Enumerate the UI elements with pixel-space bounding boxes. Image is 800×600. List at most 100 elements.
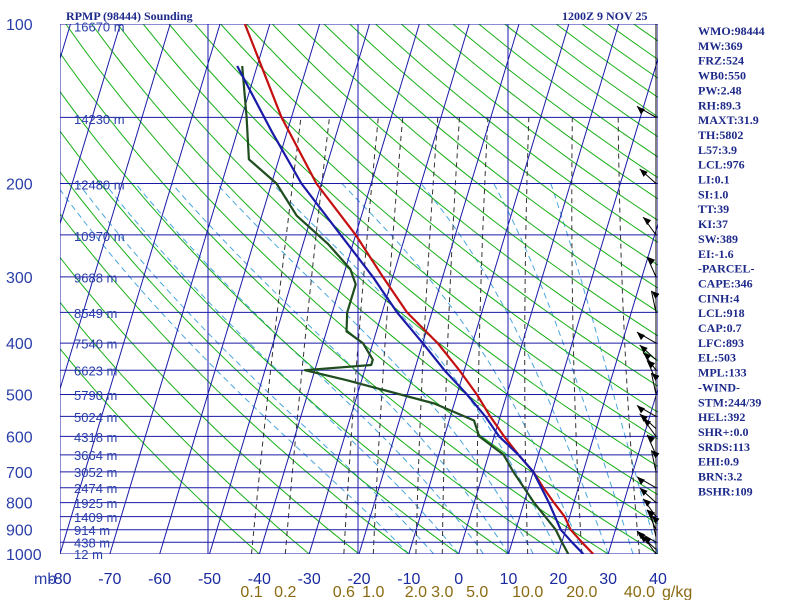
stability-indices: WMO:98444MW:369FRZ:524WB0:550PW:2.48RH:8… bbox=[698, 24, 765, 498]
height-label: 16670 m bbox=[74, 19, 125, 34]
mixing-ratio-line bbox=[617, 117, 640, 554]
wind-barb bbox=[642, 418, 657, 437]
height-label: 3052 m bbox=[74, 465, 117, 480]
isotherm bbox=[209, 24, 370, 554]
isotherm bbox=[60, 24, 171, 391]
isotherm bbox=[308, 24, 470, 554]
height-label: 6623 m bbox=[74, 364, 117, 379]
isotherm bbox=[109, 24, 271, 554]
profile-line-3 bbox=[236, 65, 585, 554]
height-label: 1925 m bbox=[74, 496, 117, 511]
pressure-tick-label: 1000 bbox=[6, 547, 42, 564]
height-label: 4318 m bbox=[74, 430, 117, 445]
isotherm bbox=[60, 24, 221, 554]
isotherm bbox=[358, 24, 520, 554]
height-label: 7540 m bbox=[74, 337, 117, 352]
mixing-ratio-tick-label: 1.0 bbox=[362, 584, 384, 600]
wind-barb bbox=[639, 168, 657, 184]
temperature-tick-label: 20 bbox=[549, 571, 567, 588]
wind-barb bbox=[646, 434, 657, 456]
mixing-ratio-line bbox=[343, 117, 379, 554]
mixing-ratio-line bbox=[372, 117, 404, 554]
profile-line-1 bbox=[243, 24, 594, 554]
height-label: 2474 m bbox=[74, 481, 117, 496]
index-entry: STM:244/39 bbox=[698, 395, 761, 409]
index-entry: LFC:893 bbox=[698, 336, 744, 350]
temperature-tick-label: -20 bbox=[347, 571, 370, 588]
mixing-ratio-tick-label: 5.0 bbox=[466, 584, 488, 600]
height-label: 5790 m bbox=[74, 388, 117, 403]
mixing-ratio-line bbox=[476, 117, 489, 554]
index-entry: RH:89.3 bbox=[698, 98, 741, 112]
temperature-tick-label: 40 bbox=[649, 571, 667, 588]
index-entry: LCL:918 bbox=[698, 306, 745, 320]
mixing-ratio-tick-label: 40.0 bbox=[624, 584, 655, 600]
wind-barb bbox=[646, 509, 657, 530]
height-label: 9688 m bbox=[74, 271, 117, 286]
temperature-tick-label: -60 bbox=[148, 571, 171, 588]
mixing-ratio-line bbox=[571, 117, 583, 554]
index-entry: PW:2.48 bbox=[698, 83, 742, 97]
height-label: 5024 m bbox=[74, 410, 117, 425]
wind-barb bbox=[639, 487, 657, 504]
station-title: RPMP (98444) Sounding bbox=[66, 9, 193, 23]
temperature-tick-label: 10 bbox=[500, 571, 518, 588]
height-label: 914 m bbox=[74, 523, 110, 538]
index-entry: BSHR:109 bbox=[698, 484, 753, 498]
temperature-tick-label: -10 bbox=[397, 571, 420, 588]
mixing-ratio-unit: g/kg bbox=[662, 584, 692, 600]
index-entry: L57:3.9 bbox=[698, 143, 737, 157]
pressure-tick-label: 800 bbox=[6, 496, 33, 513]
isotherm bbox=[458, 24, 620, 554]
pressure-tick-label: 300 bbox=[6, 270, 33, 287]
index-entry: EHI:0.9 bbox=[698, 455, 739, 469]
wind-barb bbox=[646, 256, 657, 278]
index-entry: FRZ:524 bbox=[698, 54, 744, 68]
index-entry: SI:1.0 bbox=[698, 187, 728, 201]
index-entry: MPL:133 bbox=[698, 366, 747, 380]
pressure-tick-label: 500 bbox=[6, 387, 33, 404]
mixing-ratio-line bbox=[415, 117, 439, 554]
isotherm bbox=[557, 222, 658, 554]
index-entry: CAPE:346 bbox=[698, 276, 753, 290]
mixing-ratio-line bbox=[524, 117, 530, 554]
index-entry: -WIND- bbox=[698, 380, 740, 394]
index-entry: SRDS:113 bbox=[698, 440, 750, 454]
mixing-ratio-tick-label: 0.2 bbox=[274, 584, 296, 600]
index-entry: WMO:98444 bbox=[698, 24, 765, 38]
index-entry: TT:39 bbox=[698, 202, 729, 216]
wind-barbs bbox=[636, 24, 660, 555]
index-entry: EL:503 bbox=[698, 351, 736, 365]
moist-adiabat bbox=[341, 183, 584, 554]
height-label: 3664 m bbox=[74, 448, 117, 463]
wind-barb bbox=[650, 372, 660, 395]
mixing-ratio-tick-label: 2.0 bbox=[405, 584, 427, 600]
profile-series bbox=[236, 24, 594, 554]
mixing-ratio-line bbox=[284, 117, 330, 554]
mixing-ratio-line bbox=[251, 117, 302, 554]
index-entry: CAP:0.7 bbox=[698, 321, 742, 335]
wind-barb bbox=[642, 535, 657, 555]
wind-barb bbox=[636, 476, 657, 489]
temperature-tick-label: -30 bbox=[298, 571, 321, 588]
sounding-time: 1200Z 9 NOV 25 bbox=[562, 9, 647, 23]
pressure-tick-label: 200 bbox=[6, 177, 33, 194]
wind-barb bbox=[636, 404, 657, 417]
height-labels: 16670 m 14230 m 12480 m 10970 m 9688 m 8549 m… bbox=[74, 19, 125, 562]
temperature-tick-label: -80 bbox=[48, 571, 71, 588]
isotherm bbox=[408, 24, 570, 554]
index-entry: EI:-1.6 bbox=[698, 247, 734, 261]
temperature-tick-label: -40 bbox=[248, 571, 271, 588]
index-entry: SW:389 bbox=[698, 232, 738, 246]
index-entry: WB0:550 bbox=[698, 69, 746, 83]
height-label: 14230 m bbox=[74, 112, 125, 127]
index-entry: LCL:976 bbox=[698, 158, 745, 172]
mixing-ratio-line bbox=[441, 117, 460, 554]
index-entry: LI:0.1 bbox=[698, 173, 730, 187]
temperature-tick-label: -50 bbox=[198, 571, 221, 588]
mixing-ratio-tick-label: 0.1 bbox=[240, 584, 262, 600]
wind-barb bbox=[636, 331, 657, 344]
wind-barb bbox=[639, 344, 657, 361]
